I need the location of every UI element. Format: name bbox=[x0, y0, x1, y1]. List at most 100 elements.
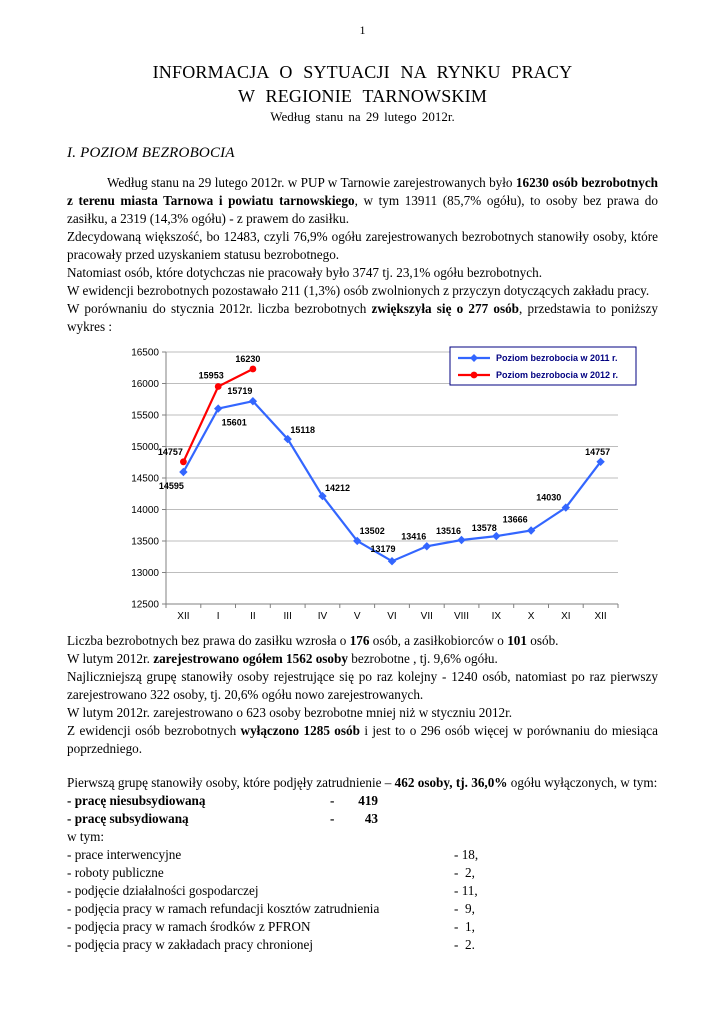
data-label: 14757 bbox=[585, 447, 610, 457]
text: osób, a zasiłkobiorców o bbox=[369, 633, 508, 648]
text: Według stanu na 29 lutego 2012r. w PUP w… bbox=[107, 175, 516, 190]
svg-text:15000: 15000 bbox=[131, 442, 159, 453]
text: osób. bbox=[526, 633, 559, 648]
title-line-2: W REGIONIE TARNOWSKIM bbox=[237, 86, 488, 106]
paragraph: Pierwszą grupę stanowiły osoby, które po… bbox=[67, 774, 658, 792]
line-chart: 12500 13000 13500 14000 14500 15000 15500 16000… bbox=[131, 346, 637, 622]
text: W lutym 2012r. bbox=[67, 651, 154, 666]
row-label: - podjęcia pracy w ramach środków z PFRO… bbox=[67, 919, 311, 934]
employment-subsidy-rows: - pracę niesubsydiowaną - 419 - pracę subsy… bbox=[67, 792, 658, 828]
text: ogółu wyłączonych, w tym: bbox=[507, 775, 658, 790]
row-label: - podjęcia pracy w ramach refundacji kos… bbox=[67, 901, 380, 916]
data-label: 13179 bbox=[370, 544, 395, 554]
text: Pierwszą grupę stanowiły osoby, które po… bbox=[67, 775, 395, 790]
x-axis-labels: XII I II III IV V VI VII VIII IX X XI XII bbox=[165, 604, 619, 622]
svg-text:XII: XII bbox=[594, 611, 606, 622]
row-value: - 1, bbox=[454, 919, 475, 934]
data-label: 14595 bbox=[159, 481, 184, 491]
row-value: 419 bbox=[358, 793, 378, 808]
svg-text:16000: 16000 bbox=[131, 379, 159, 390]
bold-text: zarejestrowano ogółem 1562 osoby bbox=[153, 651, 348, 666]
row-value: - 18, bbox=[454, 847, 479, 862]
data-label: 16230 bbox=[235, 354, 260, 364]
circle-marker bbox=[249, 365, 257, 373]
text: W lutym 2012r. zarejestrowano o 623 osob… bbox=[67, 705, 513, 720]
text: bezrobotne , tj. 9,6% ogółu. bbox=[347, 651, 498, 666]
axes bbox=[165, 352, 618, 605]
paragraph: Najliczniejszą grupę stanowiły osoby rej… bbox=[67, 668, 658, 704]
data-label: 14030 bbox=[536, 493, 561, 503]
data-label: 14757 bbox=[158, 447, 183, 457]
text: Zdecydowaną większość, bo 12483, czyli 7… bbox=[67, 229, 658, 262]
row-value: - 2, bbox=[454, 865, 475, 880]
svg-text:12500: 12500 bbox=[131, 600, 159, 611]
circle-marker bbox=[214, 383, 222, 390]
unemployment-chart: 12500 13000 13500 14000 14500 15000 15500 16000… bbox=[98, 342, 658, 622]
text: Z ewidencji osób bezrobotnych bbox=[67, 723, 241, 738]
diamond-marker bbox=[248, 397, 258, 406]
svg-text:V: V bbox=[354, 611, 361, 622]
page-number: 1 bbox=[359, 23, 366, 37]
page-content: INFORMACJA O SYTUACJI NA RYNKU PRACY W R… bbox=[0, 60, 725, 954]
data-label: 13516 bbox=[436, 526, 461, 536]
row-label: - podjęcia pracy w zakładach pracy chron… bbox=[67, 937, 314, 952]
svg-text:XI: XI bbox=[561, 611, 570, 622]
svg-text:I: I bbox=[217, 611, 220, 622]
svg-text:15500: 15500 bbox=[131, 411, 159, 422]
data-label: 15953 bbox=[199, 371, 224, 381]
w-tym-label: w tym: bbox=[67, 829, 104, 844]
after-chart-paragraphs: Liczba bezrobotnych bez prawa do zasiłku… bbox=[67, 632, 658, 758]
data-label: 14212 bbox=[325, 483, 350, 493]
diamond-marker bbox=[283, 434, 292, 444]
data-label: 15118 bbox=[290, 425, 315, 435]
detail-row: - roboty publiczne - 2, bbox=[67, 864, 658, 882]
text: , przedstawia to poniższy wykres : bbox=[67, 301, 658, 334]
row-label: - prace interwencyjne bbox=[67, 847, 182, 862]
paragraph: Zdecydowaną większość, bo 12483, czyli 7… bbox=[67, 228, 658, 264]
row-label: - podjęcie działalności gospodarczej bbox=[67, 883, 259, 898]
text: , w tym 13911 (85,7% ogółu), to osoby be… bbox=[67, 193, 658, 226]
svg-text:XII: XII bbox=[177, 611, 189, 622]
paragraph: Liczba bezrobotnych bez prawa do zasiłku… bbox=[67, 632, 658, 650]
title-line-1: INFORMACJA O SYTUACJI NA RYNKU PRACY bbox=[152, 62, 573, 82]
text: W porównaniu do stycznia 2012r. liczba b… bbox=[67, 301, 372, 316]
bold-text: zwiększyła się o 277 osób bbox=[371, 301, 520, 316]
document-subtitle: Według stanu na 29 lutego 2012r. bbox=[270, 109, 455, 124]
legend-diamond-marker bbox=[470, 354, 478, 362]
y-grid-and-labels: 12500 13000 13500 14000 14500 15000 15500 16000… bbox=[131, 348, 618, 611]
chart-legend: Poziom bezrobocia w 2011 r. Poziom bezrob… bbox=[449, 346, 637, 386]
text: Liczba bezrobotnych bez prawa do zasiłku… bbox=[67, 633, 350, 648]
bold-text: 101 bbox=[507, 633, 527, 648]
series-2012: 14757 15953 16230 bbox=[158, 354, 260, 466]
svg-text:VI: VI bbox=[387, 611, 396, 622]
subsidy-row: - pracę niesubsydiowaną - 419 bbox=[67, 792, 658, 810]
intro-paragraphs: Według stanu na 29 lutego 2012r. w PUP w… bbox=[67, 174, 658, 336]
diamond-marker bbox=[179, 467, 188, 477]
diamond-marker bbox=[596, 457, 605, 466]
svg-text:VIII: VIII bbox=[454, 611, 469, 622]
bold-text: 16230 osób bezrobotnych z terenu miasta … bbox=[67, 175, 659, 208]
series-2011: 14595 15601 15719 15118 14212 13502 13179 13416… bbox=[159, 386, 610, 566]
data-label: 13416 bbox=[401, 531, 426, 541]
row-value: 43 bbox=[364, 811, 378, 826]
spacer bbox=[67, 758, 658, 774]
detail-row: - podjęcia pracy w ramach refundacji kos… bbox=[67, 900, 658, 918]
data-label: 13578 bbox=[472, 523, 497, 533]
diamond-marker bbox=[318, 491, 327, 501]
diamond-marker bbox=[526, 526, 536, 535]
paragraph: W lutym 2012r. zarejestrowano ogółem 156… bbox=[67, 650, 658, 668]
row-value: - 9, bbox=[454, 901, 475, 916]
detail-row: - prace interwencyjne - 18, bbox=[67, 846, 658, 864]
paragraph: W lutym 2012r. zarejestrowano o 623 osob… bbox=[67, 704, 658, 722]
text: W ewidencji bezrobotnych pozostawało 211… bbox=[67, 283, 650, 298]
row-label: - pracę niesubsydiowaną bbox=[67, 793, 206, 808]
row-label: - roboty publiczne bbox=[67, 865, 164, 880]
data-label: 13502 bbox=[360, 526, 385, 536]
diamond-marker bbox=[492, 531, 501, 541]
subsidy-row: - pracę subsydiowaną - 43 bbox=[67, 810, 658, 828]
paragraph: W porównaniu do stycznia 2012r. liczba b… bbox=[67, 300, 658, 336]
diamond-marker bbox=[422, 542, 431, 551]
svg-text:IV: IV bbox=[318, 611, 328, 622]
legend-label: Poziom bezrobocia w 2012 r. bbox=[496, 370, 618, 380]
